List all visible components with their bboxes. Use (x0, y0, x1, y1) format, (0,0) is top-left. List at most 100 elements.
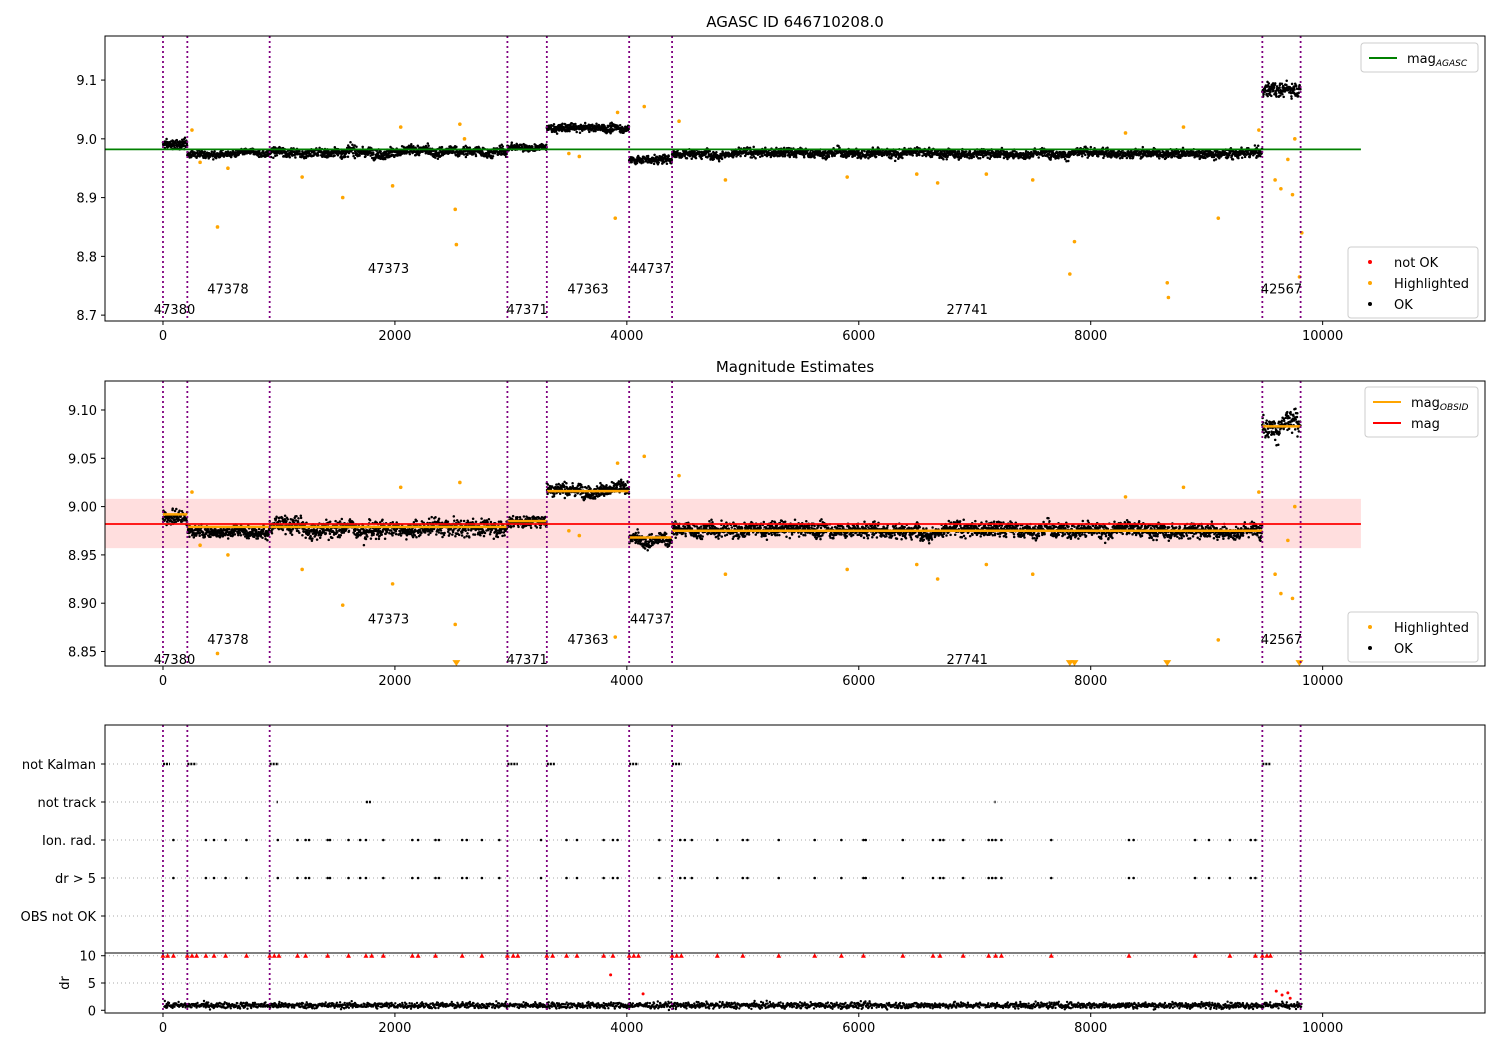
ok-point (574, 122, 577, 126)
ok-point (874, 155, 878, 158)
ok-point (813, 156, 816, 159)
ok-point (275, 154, 279, 157)
highlighted-point (1273, 178, 1277, 182)
ok-point (198, 534, 201, 537)
ok-point (288, 155, 292, 159)
y-tick-label: 9.0 (76, 133, 97, 148)
ok-point (175, 138, 179, 142)
highlighted-point (453, 207, 458, 212)
highlighted-point (300, 175, 304, 179)
ok-point (968, 150, 972, 153)
x-tick-label: 4000 (610, 329, 643, 344)
y-tick-label: 8.9 (76, 192, 97, 207)
obsid-label: 42567 (1261, 283, 1302, 298)
ok-point (1159, 151, 1162, 155)
ok-point (1275, 95, 1278, 98)
ok-point (436, 157, 440, 161)
highlighted-point (1030, 178, 1035, 182)
ok-point (1273, 82, 1277, 85)
ok-point (336, 153, 340, 157)
ok-point (346, 155, 350, 158)
ok-point (1293, 88, 1296, 91)
ok-point (510, 141, 514, 144)
ok-point (364, 155, 367, 158)
ok-point (1262, 93, 1265, 96)
obsid-label: 47371 (506, 303, 547, 318)
highlighted-point (845, 175, 849, 179)
ok-point (294, 156, 297, 159)
highlighted-point (1216, 216, 1221, 220)
highlighted-point (1166, 295, 1171, 300)
ok-point (379, 150, 382, 153)
panel1-frame (104, 35, 1486, 322)
ok-point (1299, 88, 1302, 91)
highlighted-point (1286, 157, 1290, 162)
ok-point (209, 535, 212, 539)
ok-point (1128, 156, 1132, 160)
ok-point (1274, 92, 1278, 95)
highlighted-point (642, 104, 647, 109)
ok-point (267, 533, 270, 537)
ok-point (280, 152, 284, 155)
legend-dot-swatch (1368, 281, 1372, 285)
ok-point (685, 157, 689, 160)
plot-area (105, 407, 1361, 666)
ok-point (180, 146, 183, 149)
ok-point (491, 155, 495, 158)
ok-point (1177, 150, 1181, 154)
ok-point (1037, 156, 1040, 159)
ok-point (1243, 155, 1247, 159)
highlighted-point (398, 125, 403, 129)
ok-point (646, 154, 650, 158)
ok-point (657, 161, 660, 164)
highlighted-point (914, 172, 919, 176)
ok-point (212, 158, 215, 161)
ok-point (203, 150, 207, 153)
ok-point (690, 157, 693, 160)
ok-point (203, 535, 207, 538)
ok-point (278, 520, 282, 523)
ok-point (171, 507, 174, 510)
ok-point (376, 152, 380, 156)
legend-dot-swatch (1368, 260, 1372, 264)
ok-point (1282, 95, 1285, 99)
ok-point (578, 131, 582, 134)
ok-point (1259, 154, 1262, 158)
ok-point (978, 156, 982, 160)
highlighted-point (1165, 281, 1170, 285)
ok-point (653, 153, 656, 157)
ok-point (592, 129, 595, 133)
ok-point (416, 145, 420, 148)
ok-point (183, 136, 187, 140)
ok-point (968, 156, 971, 160)
ok-point (715, 150, 718, 154)
ok-point (239, 533, 243, 537)
ok-point (424, 144, 428, 148)
panel1-legend-top: magAGASC (1360, 42, 1479, 73)
highlighted-point (390, 184, 395, 188)
ok-point (455, 145, 458, 149)
ok-point (1297, 94, 1300, 98)
panel1-title: AGASC ID 646710208.0 (706, 13, 884, 31)
ok-point (1272, 86, 1276, 90)
ok-point (361, 145, 364, 149)
highlighted-point (1072, 239, 1077, 244)
ok-point (1290, 97, 1293, 100)
ok-point (438, 146, 441, 149)
ok-point (358, 154, 361, 157)
ok-point (1240, 156, 1244, 160)
ok-point (317, 154, 320, 157)
ok-point (712, 157, 716, 161)
ok-point (1256, 144, 1260, 147)
ok-point (1067, 159, 1070, 163)
ok-point (434, 156, 437, 159)
ok-point (1089, 145, 1093, 149)
ok-point (795, 156, 798, 159)
legend-dot-swatch (1368, 302, 1372, 306)
ok-point (561, 122, 564, 125)
highlighted-point (1279, 186, 1283, 191)
ok-point (1141, 145, 1145, 149)
ok-point (588, 130, 591, 134)
